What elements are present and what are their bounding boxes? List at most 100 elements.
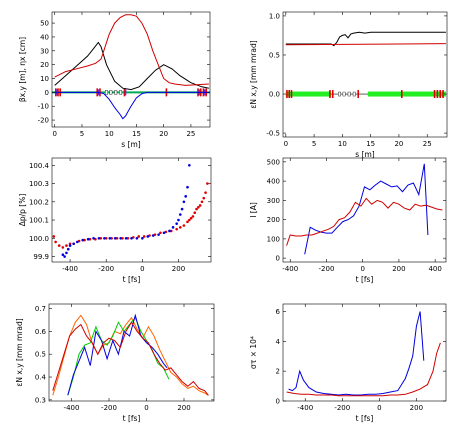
y-tick-label: 0.6 [35, 328, 47, 336]
data-point [57, 244, 61, 247]
data-point [86, 237, 90, 241]
data-point [157, 233, 160, 236]
data-point [130, 236, 133, 240]
y-axis-label: I [A] [249, 202, 258, 218]
data-point [162, 231, 166, 235]
series-3-line [52, 321, 209, 396]
data-point [81, 238, 85, 242]
data-point [186, 185, 189, 189]
y-tick-label: 0.5 [35, 351, 46, 359]
data-point [175, 222, 178, 225]
series-group [285, 31, 446, 47]
data-point [142, 235, 146, 238]
data-point [68, 242, 72, 246]
y-tick-label: 100 [267, 235, 280, 243]
quadrupole-marker [329, 90, 331, 99]
y-axis-label: Δp/p [%] [18, 194, 27, 227]
y-axis-label: εN x,y [mm mrad] [15, 318, 24, 386]
y-tick-label: 0.0 [269, 91, 280, 99]
y-tick-label: 0.3 [35, 396, 46, 404]
x-axis-label: t [fs] [123, 414, 141, 423]
data-point [68, 244, 72, 247]
chart-p2: 0 5 10 15 20 25 -0.5 0.0 0.5 1.0 s [m] εN x,y [mm m… [249, 11, 448, 159]
data-point [63, 255, 66, 258]
series-0-points [52, 182, 209, 249]
y-tick-label: 100.0 [29, 235, 49, 243]
y-axis-label: στ × 10⁴ [249, 336, 258, 369]
series-group [54, 14, 209, 120]
y-tick-label: 0.4 [35, 374, 47, 382]
data-point [108, 236, 112, 240]
y-axis-label: βx,y [m], ηx [cm] [18, 37, 27, 102]
x-tick-label: -200 [101, 404, 117, 412]
x-tick-label: 200 [392, 265, 405, 273]
series-group [286, 311, 441, 397]
chart-p3: -400 -200 0 200 99.9 100.0 100.1 100.2 100.3 100.… [18, 157, 212, 284]
data-point [186, 220, 189, 224]
sextupole-marker [124, 89, 127, 96]
quadrupole-marker [331, 90, 334, 99]
y-tick-label: 50 [40, 20, 49, 28]
plot-frame [282, 303, 447, 402]
series-1-line [286, 197, 443, 246]
series-2-line [67, 313, 168, 396]
y-tick-label: 6 [276, 308, 281, 316]
x-tick-label: -400 [297, 404, 313, 412]
quadrupole-marker [286, 90, 288, 99]
series-group [286, 163, 443, 255]
y-tick-label: 0 [276, 255, 280, 263]
y-tick-label: -20 [38, 117, 49, 125]
y-tick-label: 100.4 [29, 162, 50, 170]
data-point [110, 236, 113, 240]
data-point [121, 236, 124, 240]
y-tick-label: 0.7 [35, 305, 46, 313]
x-tick-label: -200 [98, 265, 114, 273]
data-point [99, 236, 103, 240]
x-axis-label: s [m] [121, 140, 141, 149]
dipole-marker [352, 91, 356, 97]
data-point [182, 200, 186, 204]
x-tick-label: -200 [334, 404, 350, 412]
quadrupole-marker [123, 88, 126, 97]
series-group [52, 163, 209, 258]
data-point [182, 224, 186, 227]
x-tick-label: 0 [377, 404, 381, 412]
x-tick-label: 200 [177, 404, 190, 412]
data-point [135, 236, 139, 240]
lattice-elements-right [285, 90, 446, 99]
series-0-line [52, 314, 209, 396]
data-point [61, 253, 65, 257]
y-tick-label: 20 [40, 61, 49, 69]
quadrupole-marker [400, 90, 403, 99]
data-point [65, 244, 68, 247]
x-tick-label: 5 [80, 130, 84, 138]
x-tick-label: 0 [360, 265, 364, 273]
data-point [97, 236, 101, 240]
x-tick-label: 0 [52, 130, 56, 138]
quadrupole-marker [442, 90, 444, 99]
x-tick-label: -200 [319, 265, 335, 273]
data-point [200, 200, 204, 204]
x-tick-label: -400 [64, 404, 80, 412]
data-point [177, 218, 180, 222]
x-axis-label: t [fs] [356, 414, 374, 423]
series-2-line [54, 91, 209, 120]
series-1-line [54, 14, 209, 86]
data-point [61, 246, 65, 249]
x-tick-label: -400 [62, 265, 78, 273]
data-point [92, 236, 95, 240]
dipole-marker [342, 91, 346, 97]
data-point [180, 207, 184, 211]
y-axis-label: εN x,y [mm mrad] [249, 40, 258, 108]
quadrupole-marker [439, 90, 442, 99]
chart-p4: -400 -200 0 200 400 0 100 200 300 400 500 t [fs] I [… [249, 157, 447, 284]
y-tick-label: 4 [276, 338, 281, 346]
series-0-line [304, 163, 429, 255]
data-point [188, 218, 191, 222]
x-tick-label: 200 [172, 265, 185, 273]
chart-p1: 0 5 10 15 20 25 -20 -10 0 10 20 30 40 50 s [m] βx,y [m]… [18, 11, 211, 149]
x-axis-label: s [m] [355, 150, 375, 159]
data-point [83, 238, 86, 242]
chart-p6: -400 -200 0 200 0 2 4 6 t [fs] στ × 10⁴ [249, 303, 447, 423]
x-tick-label: 15 [132, 130, 141, 138]
